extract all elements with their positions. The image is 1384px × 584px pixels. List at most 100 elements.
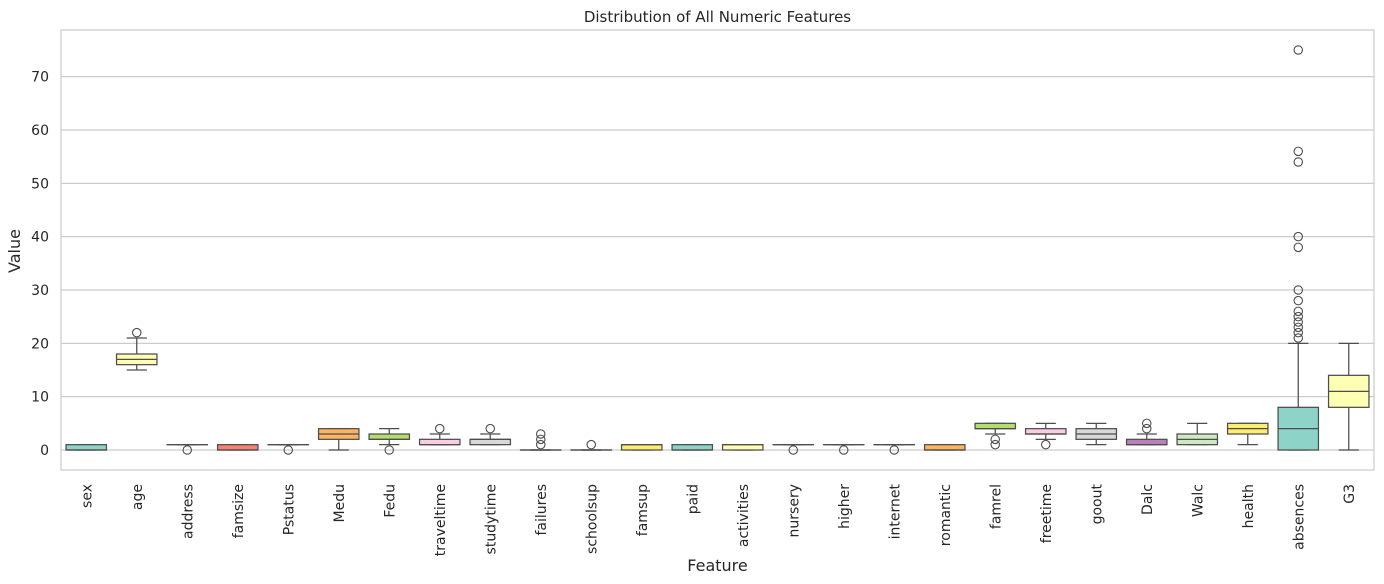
outlier-point [586, 439, 596, 450]
y-tick-label: 70 [31, 70, 49, 86]
box-internet [873, 444, 916, 455]
y-tick-label: 50 [31, 176, 49, 192]
x-tick-label: age [130, 484, 146, 510]
outlier-point [384, 445, 394, 455]
x-tick-label: activities [736, 484, 752, 547]
iqr-box [671, 444, 714, 451]
x-tick-label: paid [685, 484, 701, 514]
box-sex [65, 444, 108, 451]
x-tick-label: sex [79, 484, 95, 508]
x-tick-label: traveltime [433, 484, 449, 556]
box-romantic [923, 444, 966, 451]
y-tick-label: 30 [31, 283, 49, 299]
outlier-point [1293, 322, 1304, 333]
x-axis-label: Feature [687, 556, 747, 575]
y-tick-label: 10 [31, 390, 49, 406]
outlier-point [990, 434, 1000, 445]
x-tick-label: freetime [1039, 484, 1055, 543]
box-famrel [974, 422, 1017, 450]
outlier-point [1293, 285, 1304, 295]
box-studytime [469, 423, 512, 446]
iqr-box [216, 444, 259, 451]
x-tick-label: romantic [938, 484, 954, 546]
box-schoolsup [570, 439, 613, 451]
outlier-point [788, 445, 798, 455]
plot-area-frame [60, 29, 1375, 471]
outlier-point [132, 327, 142, 338]
outlier-point [535, 439, 546, 450]
iqr-box [469, 438, 512, 446]
x-tick-label: Fedu [382, 484, 398, 518]
outlier-point [283, 445, 293, 455]
x-tick-label: G3 [1342, 484, 1358, 504]
box-goout [1075, 422, 1118, 446]
box-Walc [1176, 422, 1219, 446]
y-tick-labels: 0 10 20 30 40 50 60 70 [31, 70, 49, 459]
box-traveltime [418, 423, 461, 446]
y-tick-label: 40 [31, 230, 49, 246]
outlier-point [1293, 242, 1304, 253]
outlier-point [535, 429, 546, 439]
box-Medu [317, 428, 360, 451]
box-G3 [1327, 342, 1370, 451]
box-address [166, 444, 209, 455]
y-tick-label: 20 [31, 336, 49, 352]
box-Fedu [368, 428, 411, 455]
box-freetime [1024, 422, 1067, 450]
x-tick-label: schoolsup [584, 484, 600, 554]
box-paid [671, 444, 714, 451]
box-nursery [772, 444, 815, 455]
outlier-point [1293, 146, 1304, 157]
box-Pstatus [267, 444, 310, 455]
x-tick-label: famsize [231, 484, 247, 538]
box-age [115, 327, 158, 371]
outlier-point [990, 439, 1000, 450]
x-tick-labels: sex age address famsize Pstatus Medu Fedu trave… [79, 483, 1358, 556]
x-tick-label: goout [1089, 484, 1105, 525]
x-tick-label: Pstatus [281, 484, 297, 535]
outlier-point [1293, 157, 1304, 167]
outlier-point [1293, 45, 1304, 55]
outlier-point [1293, 311, 1304, 322]
iqr-box [923, 444, 966, 451]
outlier-point [182, 445, 193, 455]
box-health [1226, 422, 1269, 446]
iqr-box [721, 444, 764, 451]
outlier-point [1293, 231, 1304, 242]
x-tick-label: internet [887, 483, 903, 539]
iqr-box [65, 444, 108, 451]
box-Dalc [1125, 418, 1168, 446]
outlier-point [434, 423, 445, 434]
outlier-point [889, 445, 899, 455]
chart-title: Distribution of All Numeric Features [584, 8, 851, 26]
outlier-point [1293, 317, 1304, 327]
outlier-point [1293, 295, 1304, 306]
outlier-point [535, 434, 546, 445]
iqr-box [368, 433, 411, 440]
iqr-box [974, 422, 1017, 430]
outlier-point [1142, 418, 1152, 429]
boxes [65, 45, 1370, 455]
x-tick-label: absences [1291, 484, 1307, 550]
box-famsize [216, 444, 259, 451]
y-tick-label: 0 [40, 443, 49, 459]
y-axis-label: Value [5, 229, 24, 273]
outlier-point [838, 445, 849, 455]
x-tick-label: famrel [988, 484, 1004, 529]
outlier-point [1293, 306, 1304, 317]
iqr-box [1024, 428, 1067, 435]
x-tick-label: nursery [786, 484, 802, 537]
box-famsup [620, 444, 663, 451]
iqr-box [1125, 438, 1168, 446]
x-tick-label: Medu [332, 484, 348, 522]
x-tick-label: failures [534, 484, 550, 536]
box-activities [721, 444, 764, 451]
x-tick-label: famsup [635, 484, 651, 536]
x-tick-label: Dalc [1140, 484, 1156, 515]
outlier-point [1293, 333, 1304, 343]
box-higher [822, 444, 865, 455]
iqr-box [418, 438, 461, 446]
box-absences [1277, 45, 1320, 451]
